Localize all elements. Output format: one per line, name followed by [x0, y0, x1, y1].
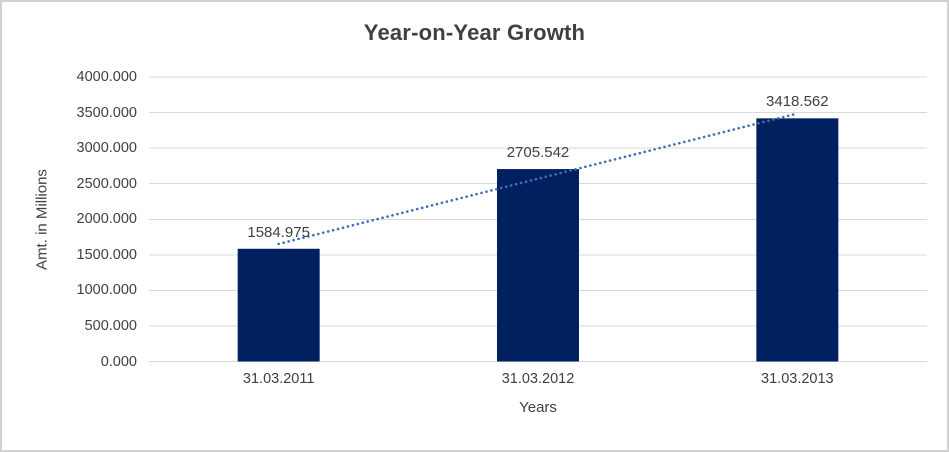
bar-value-label: 3418.562: [766, 93, 829, 111]
y-axis-title: Amt. in Millions: [33, 169, 51, 270]
y-tick-label: 500.000: [84, 317, 137, 334]
y-tick-label: 3500.000: [76, 104, 137, 121]
bar-31.03.2013: [756, 118, 839, 362]
y-tick-label: 4000.000: [76, 69, 137, 85]
bar-value-label: 1584.975: [247, 223, 310, 241]
bar-31.03.2012: [497, 169, 579, 362]
bar-value-label: 2705.542: [506, 144, 570, 162]
y-tick-label: 0.000: [100, 353, 137, 370]
y-tick-label: 2000.000: [76, 211, 137, 228]
y-tick-label: 3000.000: [76, 140, 137, 157]
y-tick-label: 2500.000: [76, 175, 137, 192]
x-tick-label: 31.03.2012: [501, 371, 575, 387]
y-tick-label: 1500.000: [76, 246, 137, 263]
bar-31.03.2011: [237, 248, 320, 362]
x-tick-label: 31.03.2011: [242, 371, 315, 387]
x-axis-title: Years: [519, 399, 557, 416]
y-tick-label: 1000.000: [76, 282, 137, 299]
chart-title: Year-on-Year Growth: [363, 20, 586, 45]
x-tick-label: 31.03.2013: [761, 371, 834, 387]
